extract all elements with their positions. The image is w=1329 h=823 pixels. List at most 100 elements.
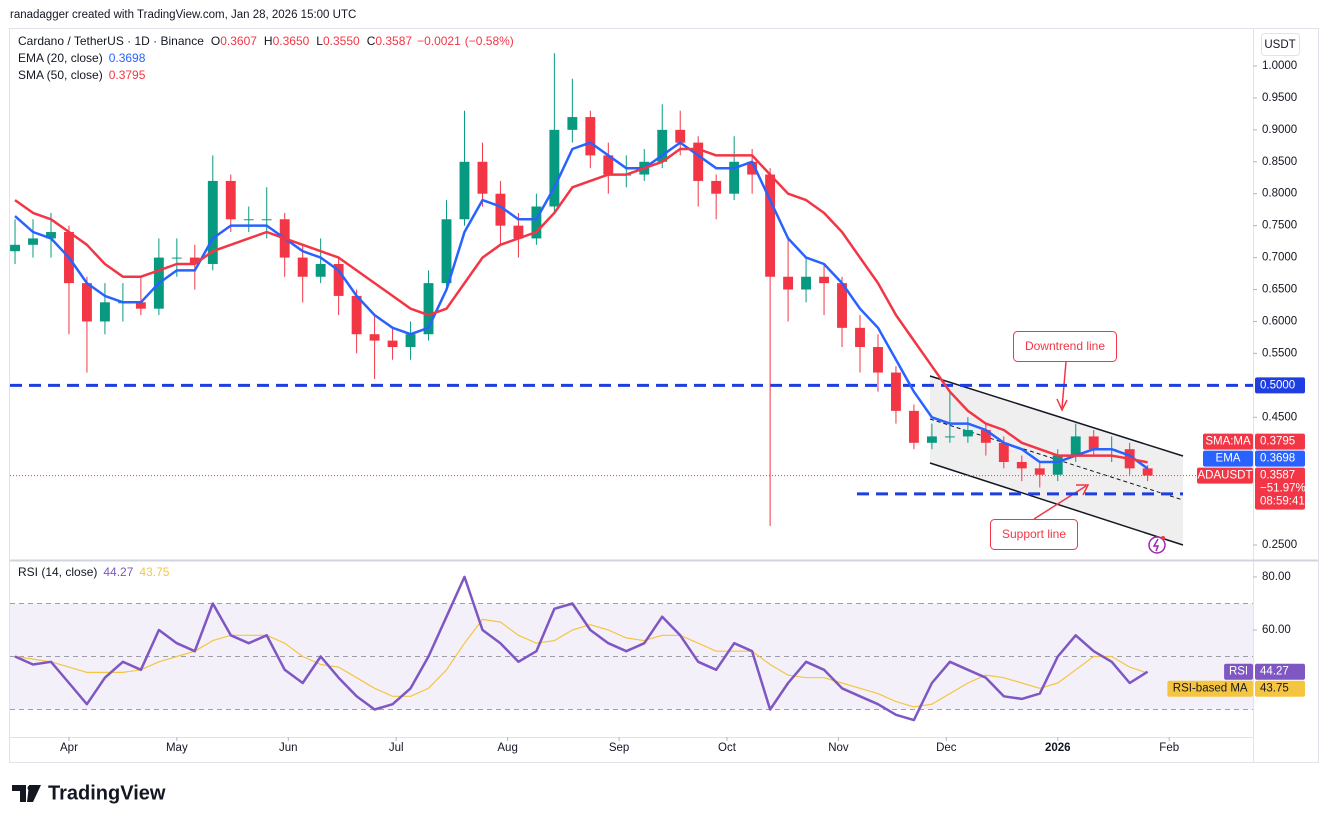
candle-body [980, 430, 991, 443]
y-tick-label: 0.4500 [1262, 411, 1297, 423]
x-tick-label: Dec [936, 742, 957, 754]
price-tag: RSI-based MA 43.75 [1167, 680, 1305, 697]
legend-item: 0.3698 [109, 51, 146, 65]
rsi-line [14, 618, 1148, 708]
price-tag: SMA:MA 0.3795 [1203, 433, 1305, 450]
candle-body [423, 283, 434, 335]
annotation: Downtrend line [1025, 339, 1105, 353]
candle-body [729, 161, 740, 194]
candle-body [998, 442, 1009, 462]
candle-body [225, 180, 236, 220]
candle-body [855, 327, 865, 347]
legend-item: 0.3607 [220, 34, 257, 48]
candle-body [99, 302, 110, 322]
price-tag-value-box [1255, 450, 1305, 467]
legend-row: RSI (14, close) 44.27 43.75 [18, 565, 170, 579]
legend-item: 0.3650 [273, 34, 310, 48]
y-tick-label: 60.00 [1262, 624, 1291, 636]
legend-item: Cardano / TetherUS · 1D · Binance [18, 34, 204, 48]
price-tag-value: 0.3698 [1260, 453, 1295, 465]
callout-box [1013, 331, 1117, 362]
moving-average-line [14, 147, 1148, 464]
event-icon[interactable] [1148, 536, 1166, 554]
price-tag-value: 08:59:41 [1260, 496, 1305, 508]
price-tag: ADAUSDT 0.3587−51.97%08:59:41 [1197, 467, 1306, 510]
candle-body [189, 257, 200, 264]
candle-body [657, 129, 668, 162]
candle-body [28, 238, 38, 245]
y-tick-label: 0.6500 [1262, 284, 1297, 296]
price-tag-value: 0.5000 [1260, 379, 1295, 391]
event-icon-bolt [1152, 538, 1160, 552]
annotation: Support line [1002, 527, 1066, 541]
candle-body [495, 193, 506, 226]
callout-arrowhead [1076, 484, 1090, 496]
candle-body [261, 219, 272, 221]
axis-unit: USDT [1264, 39, 1295, 51]
legend-item: 0.3795 [109, 68, 146, 82]
channel-top-line [929, 375, 1184, 457]
x-tick-label: Oct [718, 742, 737, 754]
candle-body [603, 155, 614, 175]
callout-arrowhead [1056, 398, 1068, 412]
candle-body [10, 244, 20, 252]
candle-body [801, 276, 812, 290]
attribution: ranadagger created with TradingView.com,… [10, 9, 356, 21]
legend-item: 0.3550 [323, 34, 360, 48]
legend-item: EMA (20, close) [18, 51, 103, 65]
unit-box[interactable] [1261, 33, 1300, 56]
candle-body [351, 295, 362, 335]
candle-body [765, 174, 776, 277]
legend-row: SMA (50, close) 0.3795 [18, 68, 146, 82]
candle-body [1070, 436, 1081, 456]
y-tick-label: 0.2500 [1262, 539, 1297, 551]
candle-body [837, 283, 847, 328]
moving-average-line [14, 141, 1149, 470]
price-tag: RSI 44.27 [1224, 663, 1305, 680]
x-tick-label: Sep [609, 742, 629, 754]
price-tag-name-box [1203, 433, 1253, 450]
price-tag: 0.5000 [1255, 377, 1305, 394]
candle-body [926, 436, 937, 443]
candle-body [369, 334, 380, 341]
x-tick-label: Aug [497, 742, 517, 754]
price-tag-value-box [1255, 433, 1305, 450]
candle-body [46, 232, 56, 239]
price-tag-value-box [1255, 467, 1305, 510]
candle-body [333, 263, 344, 296]
y-tick-label: 0.5500 [1262, 347, 1297, 359]
logo-mark [12, 785, 41, 802]
x-tick-label: Jul [389, 742, 404, 754]
candle-body [387, 340, 398, 347]
price-tag-name-box [1167, 680, 1253, 697]
price-tag-name: ADAUSDT [1198, 470, 1253, 482]
x-tick-label: May [166, 742, 188, 754]
candle-body [297, 257, 308, 277]
candle-body [1034, 468, 1045, 475]
x-tick-label: 2026 [1045, 742, 1071, 754]
price-tag-value: 0.3587 [1260, 470, 1295, 482]
y-tick-label: 0.9000 [1262, 124, 1297, 136]
y-tick-label: 80.00 [1262, 571, 1291, 583]
x-tick-label: Nov [828, 742, 849, 754]
price-tag: EMA 0.3698 [1203, 450, 1305, 467]
price-tag-name: RSI-based MA [1173, 683, 1248, 695]
candle-body [819, 276, 829, 284]
legend-item: −0.0021 [417, 34, 461, 48]
candle-body [82, 283, 92, 322]
candle-body [567, 117, 578, 130]
candle-body [908, 410, 919, 443]
price-tag-value-box [1255, 377, 1305, 394]
legend-item: L [316, 34, 323, 48]
logo-mark-dot [27, 785, 33, 791]
chart-frame [9, 28, 1319, 763]
price-tag-value: 0.3795 [1260, 436, 1295, 448]
candle-body [711, 180, 722, 194]
rsi-line [14, 575, 1149, 722]
candle-body [531, 206, 542, 239]
price-tag-name-box [1197, 467, 1253, 484]
y-tick-label: 0.8000 [1262, 188, 1297, 200]
price-tag-value: 44.27 [1260, 666, 1289, 678]
legend-item: 0.3587 [375, 34, 412, 48]
legend-item: C [367, 34, 376, 48]
